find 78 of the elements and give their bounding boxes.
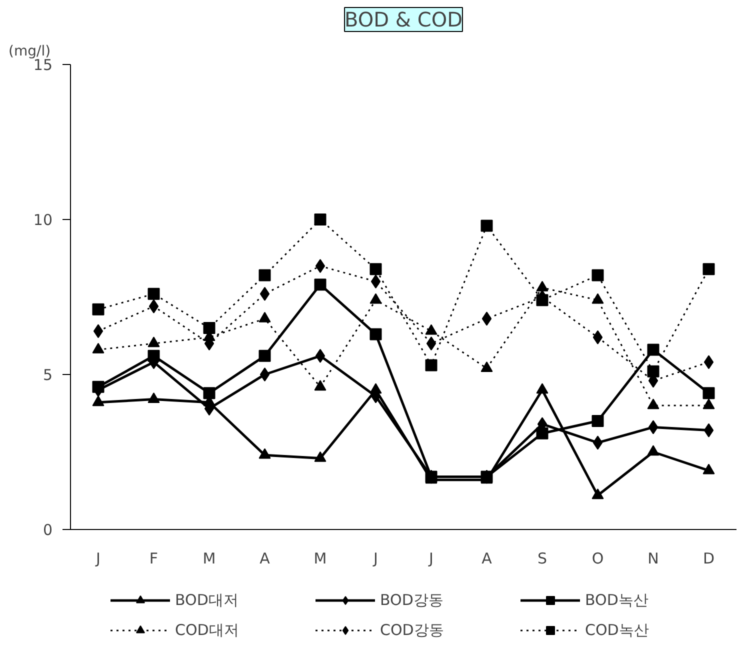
point — [258, 269, 271, 282]
point — [592, 293, 604, 304]
point — [148, 336, 160, 348]
point — [647, 344, 660, 356]
x-tick-label: D — [702, 550, 715, 568]
point — [370, 274, 381, 288]
point — [92, 303, 104, 316]
x-tick-label: J — [372, 550, 378, 568]
point — [426, 336, 436, 350]
legend-label: COD녹산 — [585, 620, 650, 640]
point — [315, 348, 326, 363]
point — [148, 299, 159, 314]
point — [592, 488, 604, 500]
x-tick-label: M — [202, 550, 216, 568]
point — [92, 342, 104, 354]
y-axis-title: (mg/l) — [8, 44, 51, 60]
point — [425, 324, 438, 335]
point — [702, 464, 715, 474]
point — [592, 269, 604, 282]
legend-label: BOD대저 — [175, 590, 240, 610]
point — [148, 392, 160, 403]
point — [92, 380, 104, 393]
point — [592, 436, 603, 450]
point — [314, 278, 326, 291]
chart-title: BOD & COD — [344, 8, 462, 32]
x-tick-label: J — [428, 550, 434, 568]
point — [370, 328, 382, 340]
y-tick-label: 0 — [42, 521, 53, 539]
point — [702, 263, 715, 276]
point — [315, 259, 326, 273]
point — [260, 368, 270, 382]
y-tick-label: 5 — [42, 366, 53, 384]
x-tick-label: F — [149, 550, 158, 568]
point — [704, 355, 714, 370]
point — [314, 451, 326, 462]
x-tick-label: O — [592, 550, 604, 568]
x-tick-label: S — [537, 550, 548, 568]
point — [203, 322, 216, 334]
point — [536, 383, 548, 394]
point — [592, 415, 604, 427]
point — [647, 398, 660, 410]
x-tick-label: M — [314, 550, 327, 568]
point — [647, 365, 660, 378]
point — [536, 427, 548, 440]
point — [314, 380, 326, 391]
point — [258, 448, 271, 459]
y-tick-label: 10 — [33, 211, 53, 229]
legend-label: COD강동 — [380, 620, 445, 640]
point — [536, 294, 548, 306]
point — [480, 220, 493, 232]
point — [203, 387, 216, 400]
legend-label: BOD녹산 — [585, 590, 650, 610]
point — [370, 263, 382, 276]
x-tick-label: A — [482, 550, 493, 568]
point — [536, 280, 548, 292]
legend-label: COD대저 — [175, 620, 240, 640]
point — [425, 359, 438, 372]
point — [482, 312, 492, 326]
point — [258, 312, 271, 322]
point — [148, 350, 160, 362]
x-tick-label: A — [260, 550, 271, 568]
point — [648, 420, 658, 434]
point — [314, 214, 326, 226]
point — [92, 396, 104, 406]
point — [702, 387, 715, 400]
point — [148, 288, 160, 300]
legend-label: BOD강동 — [380, 590, 444, 610]
x-tick-label: J — [95, 550, 100, 568]
point — [702, 398, 715, 410]
point — [370, 293, 382, 304]
point — [258, 350, 271, 362]
point — [260, 286, 270, 301]
point — [93, 324, 104, 338]
point — [592, 330, 603, 344]
point — [480, 361, 493, 372]
point — [647, 445, 660, 456]
x-tick-label: N — [648, 550, 659, 568]
point — [704, 423, 714, 438]
